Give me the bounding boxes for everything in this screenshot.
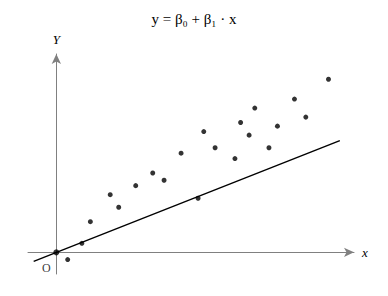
svg-text:y = β₀ + β₁ · x: y = β₀ + β₁ · x bbox=[151, 11, 237, 27]
svg-text:Y: Y bbox=[53, 32, 62, 47]
svg-text:x: x bbox=[361, 245, 368, 260]
svg-text:O: O bbox=[42, 261, 51, 275]
